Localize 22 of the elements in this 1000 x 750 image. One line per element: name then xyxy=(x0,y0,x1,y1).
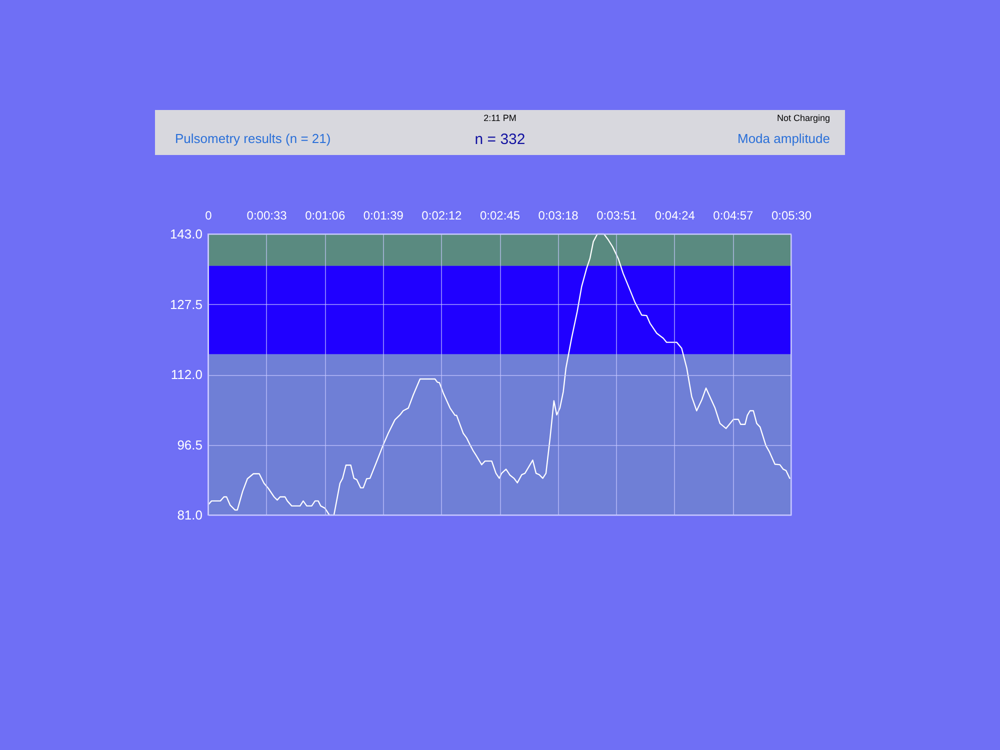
x-tick-label: 0 xyxy=(205,208,212,222)
x-tick-label: 0:01:39 xyxy=(363,208,404,222)
y-tick-label: 127.5 xyxy=(170,296,202,312)
text: Pulsometry results (n = 21) xyxy=(175,131,331,146)
x-tick-label: 0:04:24 xyxy=(654,208,696,222)
x-tick-label: 0:02:45 xyxy=(480,208,520,222)
text: 2:11 PM xyxy=(484,113,516,123)
y-tick-label: 96.5 xyxy=(177,437,202,452)
text: Not Charging xyxy=(776,113,830,123)
text: Moda amplitude xyxy=(738,131,830,146)
x-tick-label: 0:00:33 xyxy=(246,208,288,222)
y-tick-label: 143.0 xyxy=(170,226,202,242)
line-series xyxy=(207,233,791,516)
y-tick-label: 112.0 xyxy=(170,367,202,382)
x-tick-label: 0:04:57 xyxy=(713,208,754,222)
x-tick-label: 0:03:18 xyxy=(538,208,579,222)
x-tick-label: 0:01:06 xyxy=(305,208,346,222)
y-tick-label: 81.0 xyxy=(177,508,202,522)
x-tick-label: 0:03:51 xyxy=(596,208,637,222)
chart-title: n = 332 xyxy=(474,131,526,148)
x-tick-label: 0:02:12 xyxy=(422,208,462,222)
x-tick-label: 0:05:30 xyxy=(771,208,812,222)
